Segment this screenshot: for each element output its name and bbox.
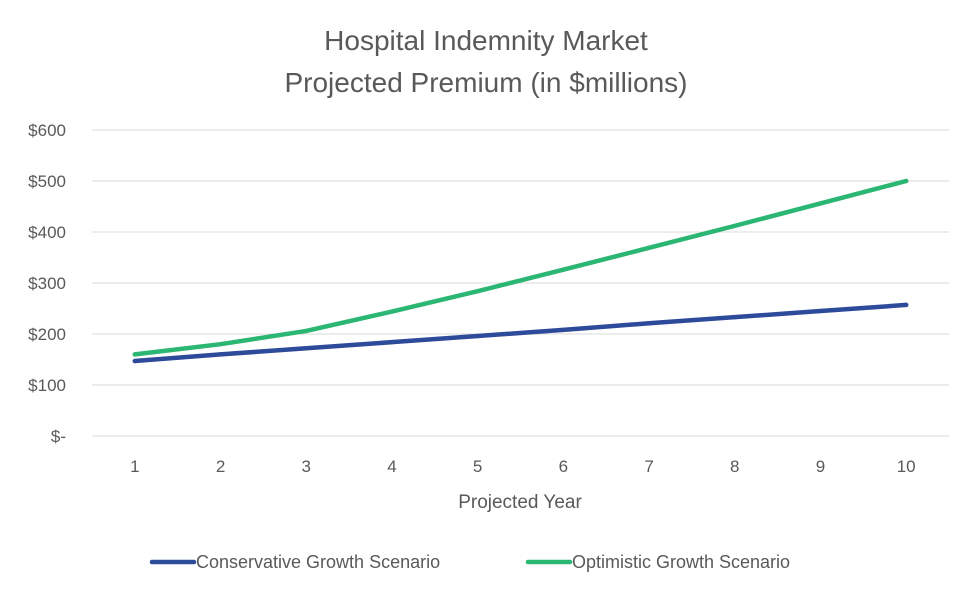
series-lines [132, 178, 909, 364]
data-point [646, 245, 652, 251]
y-tick-label: $300 [28, 274, 66, 293]
y-axis-tick-labels: $- $100 $200 $300 $400 $500 $600 [28, 121, 66, 446]
legend: Conservative Growth Scenario Optimistic G… [149, 552, 790, 572]
x-axis-tick-labels: 1 2 3 4 5 6 7 8 9 10 [130, 457, 915, 476]
data-point [732, 223, 737, 229]
x-tick-label: 10 [897, 457, 916, 476]
chart-title-line-1: Hospital Indemnity Market [324, 25, 648, 56]
y-tick-label: $200 [28, 325, 66, 344]
y-tick-label: $600 [28, 121, 66, 140]
x-axis-title: Projected Year [458, 492, 582, 513]
legend-label: Conservative Growth Scenario [196, 552, 440, 572]
data-point [218, 352, 223, 357]
data-point [389, 339, 395, 345]
series-optimistic [132, 178, 909, 357]
data-point [561, 267, 566, 272]
legend-item-optimistic: Optimistic Growth Scenario [525, 552, 790, 572]
legend-label: Optimistic Growth Scenario [572, 552, 790, 572]
data-point [732, 314, 737, 320]
x-tick-label: 4 [387, 457, 396, 476]
y-tick-label: $100 [28, 376, 66, 395]
y-tick-label: $400 [28, 223, 66, 242]
x-tick-label: 7 [644, 457, 653, 476]
gridlines [92, 129, 949, 437]
x-tick-label: 8 [730, 457, 739, 476]
x-tick-label: 5 [473, 457, 482, 476]
data-point [475, 288, 480, 294]
legend-item-conservative: Conservative Growth Scenario [149, 552, 440, 572]
series-line-optimistic [132, 178, 909, 357]
data-point [218, 342, 223, 347]
data-point [903, 302, 909, 308]
data-point [561, 327, 566, 333]
data-point [818, 308, 823, 314]
data-point [132, 358, 138, 364]
data-point [475, 333, 480, 339]
x-tick-label: 3 [302, 457, 311, 476]
y-tick-label: $500 [28, 172, 66, 191]
data-point [903, 178, 909, 184]
series-line-conservative [132, 302, 909, 364]
y-tick-label: $- [51, 427, 66, 446]
x-tick-label: 2 [216, 457, 225, 476]
x-tick-label: 9 [816, 457, 825, 476]
data-point [389, 309, 395, 314]
x-tick-label: 1 [130, 457, 139, 476]
x-tick-label: 6 [559, 457, 568, 476]
data-point [132, 352, 138, 357]
data-point [304, 328, 309, 334]
chart-title-line-2: Projected Premium (in $millions) [284, 67, 687, 98]
data-point [304, 346, 309, 351]
data-point [646, 321, 652, 326]
data-point [818, 201, 823, 206]
series-conservative [132, 302, 909, 364]
